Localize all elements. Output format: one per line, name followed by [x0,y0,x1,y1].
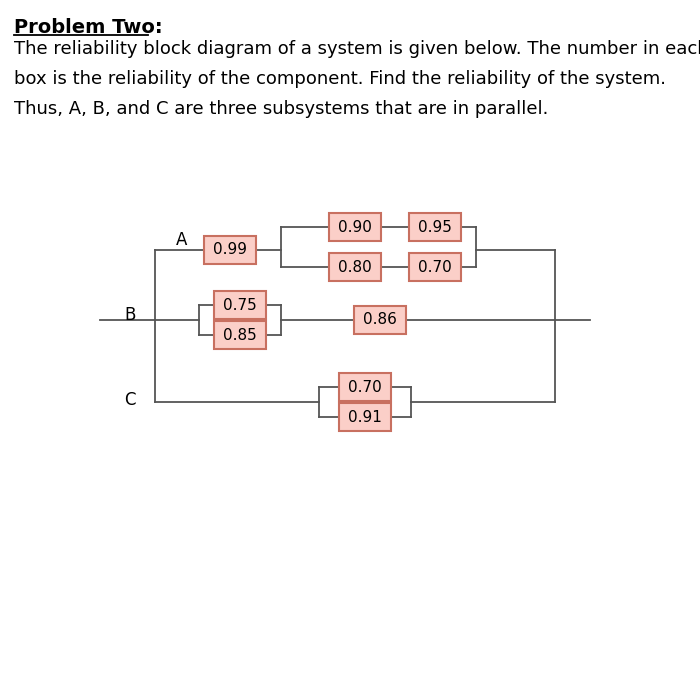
Text: A: A [176,231,188,249]
FancyBboxPatch shape [204,236,256,264]
Text: The reliability block diagram of a system is given below. The number in each: The reliability block diagram of a syste… [14,40,700,58]
Text: 0.86: 0.86 [363,313,397,327]
FancyBboxPatch shape [329,213,381,241]
Text: 0.99: 0.99 [213,243,247,258]
Text: Thus, A, B, and C are three subsystems that are in parallel.: Thus, A, B, and C are three subsystems t… [14,100,548,118]
Text: 0.70: 0.70 [418,259,452,275]
FancyBboxPatch shape [409,253,461,281]
Text: box is the reliability of the component. Find the reliability of the system.: box is the reliability of the component.… [14,70,666,88]
FancyBboxPatch shape [354,306,406,334]
Text: 0.85: 0.85 [223,327,257,343]
Text: 0.91: 0.91 [348,409,382,425]
Text: Problem Two:: Problem Two: [14,18,162,37]
FancyBboxPatch shape [329,253,381,281]
Text: 0.75: 0.75 [223,297,257,313]
Text: 0.90: 0.90 [338,220,372,234]
FancyBboxPatch shape [214,291,266,319]
FancyBboxPatch shape [214,321,266,349]
FancyBboxPatch shape [339,373,391,401]
Text: 0.80: 0.80 [338,259,372,275]
Text: 0.70: 0.70 [348,379,382,395]
Text: C: C [125,391,136,409]
Text: 0.95: 0.95 [418,220,452,234]
FancyBboxPatch shape [409,213,461,241]
Text: B: B [125,306,136,324]
FancyBboxPatch shape [339,403,391,431]
